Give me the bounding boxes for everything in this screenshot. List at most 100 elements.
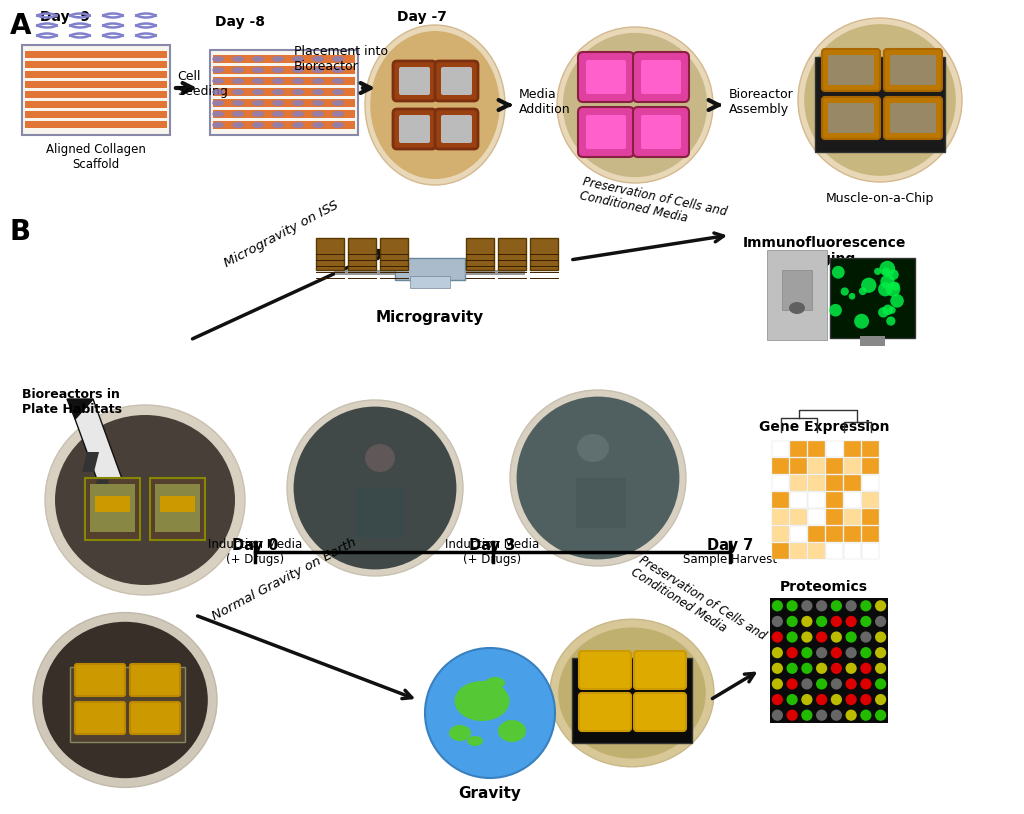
- Circle shape: [846, 647, 857, 659]
- FancyBboxPatch shape: [634, 693, 686, 731]
- FancyBboxPatch shape: [435, 109, 478, 149]
- Circle shape: [876, 663, 886, 674]
- Ellipse shape: [563, 33, 708, 177]
- Circle shape: [830, 710, 842, 720]
- Bar: [808, 441, 825, 457]
- Circle shape: [772, 663, 783, 674]
- Bar: [790, 509, 807, 525]
- Ellipse shape: [558, 628, 706, 759]
- Ellipse shape: [272, 111, 284, 117]
- Circle shape: [876, 600, 886, 611]
- Bar: [808, 475, 825, 491]
- Ellipse shape: [332, 122, 344, 128]
- Ellipse shape: [252, 67, 264, 73]
- Ellipse shape: [212, 122, 224, 128]
- Ellipse shape: [232, 100, 244, 106]
- Bar: [844, 509, 861, 525]
- Text: Microgravity: Microgravity: [376, 310, 484, 325]
- Circle shape: [830, 600, 842, 611]
- Circle shape: [886, 282, 900, 296]
- Text: Media
Addition: Media Addition: [519, 88, 570, 116]
- Ellipse shape: [272, 100, 284, 106]
- Bar: [844, 458, 861, 474]
- Ellipse shape: [272, 89, 284, 95]
- Ellipse shape: [212, 100, 224, 106]
- Circle shape: [786, 616, 798, 627]
- FancyBboxPatch shape: [393, 61, 436, 101]
- Bar: [826, 509, 843, 525]
- Circle shape: [772, 632, 783, 643]
- Bar: [772, 492, 790, 508]
- Circle shape: [878, 282, 892, 296]
- Ellipse shape: [485, 677, 505, 689]
- FancyBboxPatch shape: [822, 97, 880, 139]
- Circle shape: [816, 616, 827, 627]
- FancyBboxPatch shape: [884, 49, 942, 91]
- Ellipse shape: [272, 78, 284, 84]
- Bar: [25, 61, 167, 68]
- Circle shape: [891, 282, 900, 291]
- Ellipse shape: [577, 434, 609, 462]
- Ellipse shape: [332, 89, 344, 95]
- Circle shape: [876, 647, 886, 659]
- Ellipse shape: [212, 56, 224, 62]
- Bar: [862, 441, 879, 457]
- FancyBboxPatch shape: [641, 60, 681, 94]
- Text: Bioreactors in
Plate Habitats: Bioreactors in Plate Habitats: [22, 388, 122, 416]
- Bar: [335, 270, 395, 275]
- Ellipse shape: [292, 100, 304, 106]
- Ellipse shape: [292, 56, 304, 62]
- Ellipse shape: [45, 405, 245, 595]
- Circle shape: [816, 600, 827, 611]
- Bar: [348, 238, 376, 270]
- Ellipse shape: [232, 56, 244, 62]
- Text: Preservation of Cells and
Conditioned Media: Preservation of Cells and Conditioned Me…: [628, 554, 768, 655]
- Bar: [772, 458, 790, 474]
- FancyBboxPatch shape: [890, 55, 936, 85]
- Polygon shape: [67, 399, 93, 419]
- Ellipse shape: [272, 56, 284, 62]
- Text: Gene Expression: Gene Expression: [759, 420, 889, 434]
- Ellipse shape: [550, 619, 714, 767]
- Bar: [772, 475, 790, 491]
- Ellipse shape: [252, 100, 264, 106]
- Circle shape: [861, 278, 877, 293]
- Circle shape: [786, 632, 798, 643]
- Circle shape: [772, 710, 783, 720]
- Circle shape: [786, 678, 798, 689]
- Bar: [862, 543, 879, 559]
- Bar: [355, 488, 406, 538]
- Text: Day -9: Day -9: [40, 10, 90, 24]
- Text: B: B: [10, 218, 31, 246]
- Circle shape: [816, 647, 827, 659]
- Ellipse shape: [365, 25, 505, 185]
- Bar: [826, 458, 843, 474]
- Ellipse shape: [272, 122, 284, 128]
- Circle shape: [772, 678, 783, 689]
- Ellipse shape: [332, 78, 344, 84]
- Circle shape: [772, 694, 783, 705]
- FancyBboxPatch shape: [210, 50, 358, 135]
- Circle shape: [876, 632, 886, 643]
- Ellipse shape: [449, 725, 471, 741]
- Circle shape: [801, 678, 812, 689]
- Ellipse shape: [232, 122, 244, 128]
- Ellipse shape: [804, 24, 955, 176]
- Circle shape: [801, 710, 812, 720]
- Bar: [808, 526, 825, 542]
- Ellipse shape: [312, 67, 324, 73]
- Ellipse shape: [292, 78, 304, 84]
- FancyBboxPatch shape: [130, 664, 180, 696]
- Bar: [790, 526, 807, 542]
- FancyBboxPatch shape: [130, 702, 180, 734]
- Ellipse shape: [232, 78, 244, 84]
- Ellipse shape: [252, 56, 264, 62]
- FancyBboxPatch shape: [435, 61, 478, 101]
- FancyBboxPatch shape: [393, 109, 436, 149]
- FancyBboxPatch shape: [586, 115, 626, 149]
- Text: Induction Media
(+ Drugs): Induction Media (+ Drugs): [445, 538, 540, 566]
- Bar: [826, 475, 843, 491]
- Bar: [316, 238, 344, 270]
- Circle shape: [883, 304, 893, 315]
- Bar: [772, 509, 790, 525]
